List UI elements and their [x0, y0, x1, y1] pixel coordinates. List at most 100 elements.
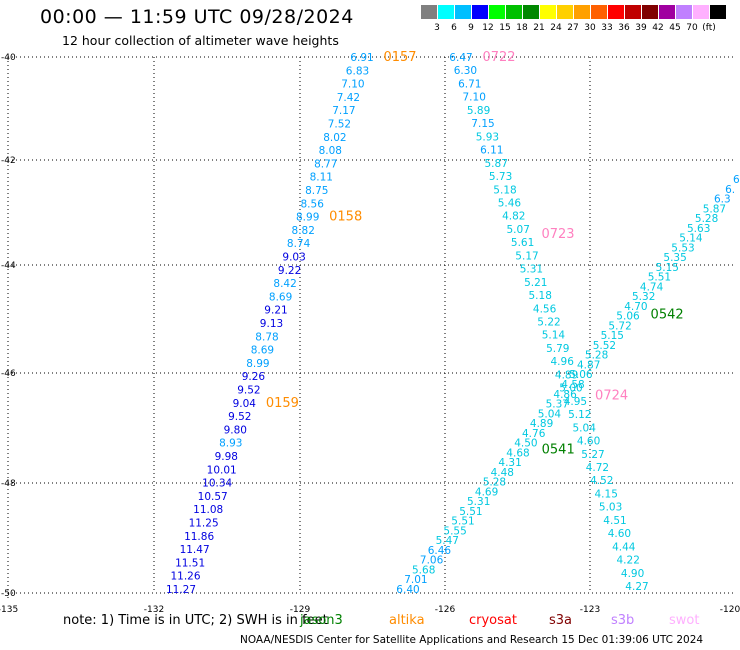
wave-height-value: 4.58: [561, 379, 584, 391]
sat-s3a: s3a: [549, 613, 573, 628]
legend-swatch: [506, 5, 522, 19]
wave-height-value: 4.69: [475, 486, 498, 498]
wave-height-value: 4.60: [577, 436, 600, 448]
wave-height-value: 5.73: [489, 171, 512, 183]
wave-height-value: 5.55: [443, 525, 466, 537]
wave-height-value: 11.47: [180, 544, 210, 556]
wave-height-value: 4.87: [577, 360, 600, 372]
page-subtitle: 12 hour collection of altimeter wave hei…: [62, 33, 339, 48]
legend-swatch: [574, 5, 590, 19]
wave-height-value: 10.34: [202, 478, 232, 490]
sat-jason3: jason3: [300, 613, 343, 628]
wave-height-value: 9.26: [242, 371, 266, 383]
wave-height-value: 5.27: [581, 449, 604, 461]
wave-height-value: 11.27: [166, 584, 196, 596]
wave-height-value: 8.69: [251, 345, 274, 357]
wave-height-value: 4.56: [533, 303, 557, 315]
wave-height-value: 8.74: [287, 238, 311, 250]
wave-height-value: 5.15: [601, 330, 624, 342]
wave-height-value: 5.93: [476, 131, 499, 143]
wave-height-value: 4.86: [553, 389, 577, 401]
wave-height-value: 8.78: [255, 331, 278, 343]
legend-label: 45: [669, 23, 681, 33]
legend-label: 24: [550, 23, 562, 33]
wave-height-value: 4.52: [590, 475, 613, 487]
wave-height-value: 5.72: [608, 320, 631, 332]
wave-height-value: 5.68: [412, 565, 435, 577]
wave-height-value: 6.91: [350, 52, 373, 64]
wave-height-value: 5.00: [559, 383, 582, 395]
legend-label: 18: [516, 23, 528, 33]
wave-height-value: 4.15: [595, 488, 618, 500]
wave-height-value: 11.26: [170, 571, 200, 583]
time-label: 0158: [329, 210, 362, 225]
legend-swatch: [489, 5, 505, 19]
wave-height-value: 5.21: [524, 277, 547, 289]
wave-height-value: 5.31: [467, 496, 490, 508]
wave-height-value: 5.89: [467, 105, 490, 117]
wave-height-value: 8.99: [296, 212, 319, 224]
wave-height-value: 4.68: [506, 447, 529, 459]
wave-height-value: 7.17: [332, 105, 355, 117]
wave-height-value: 5.51: [451, 516, 474, 528]
legend-label: 9: [468, 23, 474, 33]
wave-height-value: 5.18: [493, 184, 516, 196]
wave-height-value: 4.95: [564, 396, 587, 408]
wave-height-value: 4.44: [612, 541, 636, 553]
wave-height-value: 5.18: [529, 290, 552, 302]
wave-height-value: 8.56: [301, 198, 325, 210]
wave-height-value: 5.28: [585, 350, 608, 362]
wave-height-value: 4.82: [502, 211, 525, 223]
lat-tick-label: -40: [1, 53, 16, 63]
lon-tick-label: -135: [0, 605, 18, 615]
wave-height-value: 5.14: [679, 233, 703, 245]
legend-label: 33: [601, 23, 613, 33]
wave-height-value: 5.22: [537, 317, 560, 329]
wave-height-value: 9.22: [278, 265, 301, 277]
wave-height-value: 8.99: [246, 358, 269, 370]
legend-swatch: [642, 5, 658, 19]
legend-swatch: [438, 5, 454, 19]
legend-swatch: [693, 5, 709, 19]
wave-height-value: 4.31: [498, 457, 521, 469]
wave-height-value: 5.06: [569, 369, 593, 381]
wave-height-value: 6.: [733, 174, 740, 186]
wave-height-value: 6.83: [346, 65, 369, 77]
sat-altika: altika: [389, 613, 425, 628]
wave-height-value: 6.3: [714, 194, 731, 206]
lat-tick-label: -44: [1, 261, 16, 271]
wave-height-value: 5.51: [648, 272, 671, 284]
wave-height-value: 7.15: [471, 118, 494, 130]
lon-tick-label: -132: [144, 605, 164, 615]
legend-swatch: [523, 5, 539, 19]
wave-height-value: 5.61: [511, 237, 534, 249]
wave-height-value: 5.87: [703, 203, 726, 215]
wave-height-value: 5.06: [616, 311, 640, 323]
lat-tick-label: -46: [1, 369, 16, 379]
wave-height-value: 4.70: [624, 301, 647, 313]
wave-height-value: 7.06: [420, 555, 444, 567]
wave-height-value: 5.14: [542, 330, 566, 342]
wave-height-value: 9.52: [237, 385, 260, 397]
wave-height-value: 8.02: [323, 132, 346, 144]
wave-height-value: 7.01: [404, 574, 427, 586]
wave-height-value: 9.80: [224, 424, 247, 436]
wave-height-value: 8.42: [273, 278, 296, 290]
wave-height-value: 5.52: [593, 340, 616, 352]
legend-label: 39: [635, 23, 647, 33]
wave-height-value: 5.37: [546, 399, 569, 411]
wave-height-value: 4.90: [621, 568, 644, 580]
wave-height-value: 8.69: [269, 291, 292, 303]
wave-height-value: 5.12: [568, 409, 591, 421]
map-axis-labels: -135 -132 -129 -126 -123 -120 -40 -42 -44 -46 -48 -…: [0, 53, 740, 615]
wave-height-value: 4.22: [617, 555, 640, 567]
wave-height-value: 7.42: [337, 92, 360, 104]
legend-swatch: [591, 5, 607, 19]
wave-height-value: 4.60: [608, 528, 631, 540]
wave-height-value: 5.03: [599, 502, 622, 514]
lon-tick-label: -123: [580, 605, 600, 615]
wave-height-value: 5.28: [695, 213, 718, 225]
wave-height-value: 4.50: [514, 438, 537, 450]
wave-height-value: 7.10: [463, 92, 486, 104]
